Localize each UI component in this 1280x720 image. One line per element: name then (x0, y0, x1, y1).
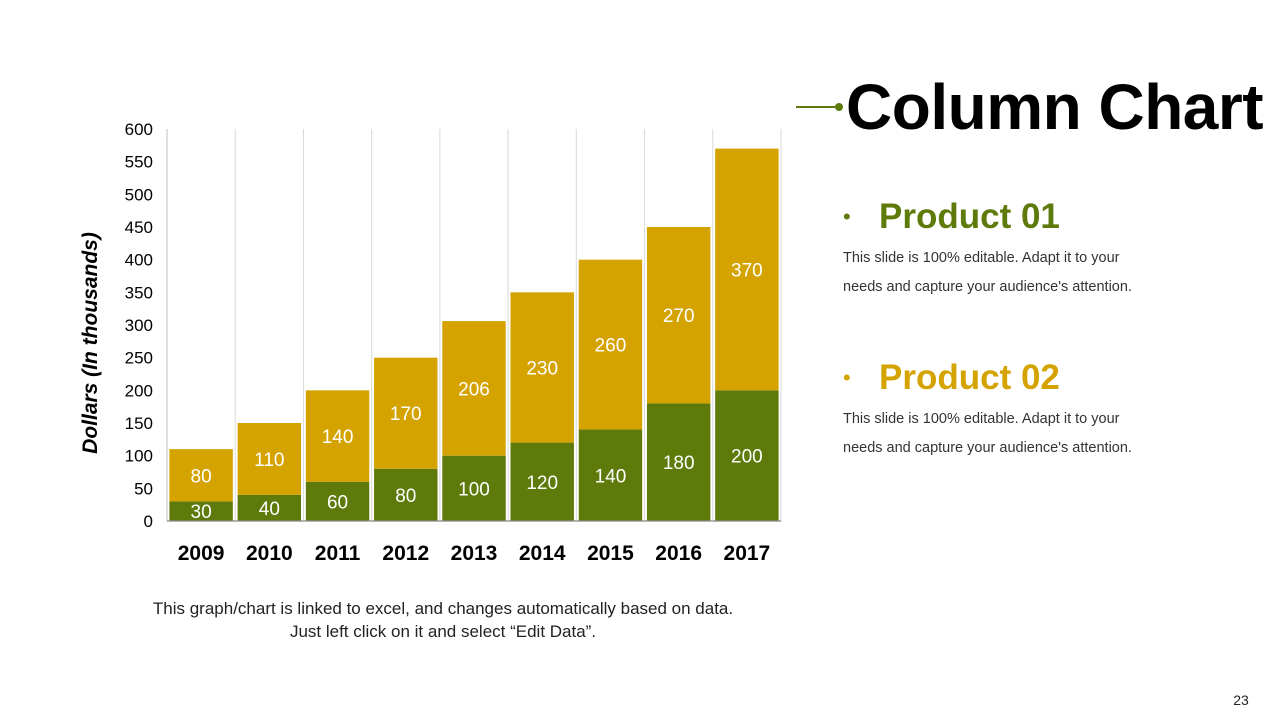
y-tick-label: 300 (125, 316, 153, 335)
x-tick-label: 2013 (451, 542, 498, 565)
data-label: 100 (458, 479, 490, 500)
y-tick-label: 350 (125, 283, 153, 302)
y-tick-label: 500 (125, 185, 153, 204)
data-label: 80 (191, 466, 212, 487)
bar-product-01 (305, 481, 370, 521)
data-label: 60 (327, 492, 348, 513)
bar-product-01 (578, 429, 643, 521)
bar-product-02 (374, 357, 438, 469)
y-tick-label: 400 (125, 251, 153, 270)
bullet-icon: • (843, 204, 851, 229)
data-label: 200 (731, 447, 763, 468)
bar-product-01 (237, 494, 302, 521)
x-tick-label: 2011 (315, 542, 361, 565)
y-axis-title: Dollars (In thousands) (79, 232, 102, 454)
bar-product-02 (510, 292, 574, 443)
data-label: 370 (731, 260, 763, 281)
x-tick-label: 2017 (724, 542, 771, 565)
bar-product-01 (715, 390, 779, 521)
data-label: 80 (395, 486, 416, 507)
product-1-description: This slide is 100% editable. Adapt it to… (843, 250, 1132, 295)
x-tick-label: 2012 (382, 542, 429, 565)
bar-product-02 (169, 449, 233, 502)
bar-product-02 (237, 423, 302, 495)
y-tick-label: 250 (125, 349, 153, 368)
chart-note: This graph/chart is linked to excel, and… (152, 599, 734, 641)
y-tick-label: 0 (144, 512, 153, 531)
data-label: 206 (458, 379, 490, 400)
y-tick-label: 50 (134, 479, 153, 498)
product-2-description: This slide is 100% editable. Adapt it to… (843, 411, 1132, 456)
product-1-name: Product 01 (879, 197, 1060, 236)
x-tick-label: 2010 (246, 542, 293, 565)
data-label: 260 (595, 336, 627, 357)
x-tick-label: 2016 (655, 542, 702, 565)
bar-product-02 (578, 259, 643, 430)
title-accent-dot (835, 103, 843, 111)
data-label: 110 (254, 450, 284, 471)
page-number: 23 (1233, 692, 1249, 708)
data-label: 30 (191, 502, 212, 523)
x-tick-label: 2015 (587, 542, 634, 565)
bar-product-02 (715, 148, 779, 391)
product-block-2: • Product 02 This slide is 100% editable… (843, 357, 1143, 462)
bar-product-02 (442, 321, 506, 456)
bar-product-02 (305, 390, 370, 482)
slide-title: Column Chart (846, 71, 1264, 143)
data-label: 120 (526, 473, 558, 494)
x-tick-label: 2009 (178, 542, 225, 565)
data-label: 170 (390, 404, 422, 425)
column-chart[interactable]: 0 50 100 150 200 250 300 350 400 450 500 550 600 Doll… (0, 0, 800, 580)
bar-product-01 (646, 403, 711, 521)
title-accent-line (796, 106, 838, 108)
y-tick-label: 450 (125, 218, 153, 237)
data-label: 140 (322, 427, 354, 448)
data-label: 40 (259, 499, 280, 520)
product-2-name: Product 02 (879, 358, 1060, 397)
y-tick-label: 150 (125, 414, 153, 433)
y-tick-label: 200 (125, 381, 153, 400)
data-label: 230 (526, 358, 558, 379)
data-label: 140 (595, 466, 627, 487)
product-block-1: • Product 01 This slide is 100% editable… (843, 196, 1143, 301)
bar-product-01 (169, 501, 233, 521)
data-label: 270 (663, 306, 695, 327)
bar-product-01 (374, 468, 438, 521)
bullet-icon: • (843, 365, 851, 390)
data-label: 180 (663, 453, 695, 474)
x-tick-label: 2014 (519, 542, 566, 565)
bar-product-02 (646, 227, 711, 404)
y-tick-label: 600 (125, 120, 153, 139)
bar-product-01 (510, 442, 574, 521)
y-tick-label: 550 (125, 153, 153, 172)
y-tick-label: 100 (125, 447, 153, 466)
bar-product-01 (442, 455, 506, 521)
